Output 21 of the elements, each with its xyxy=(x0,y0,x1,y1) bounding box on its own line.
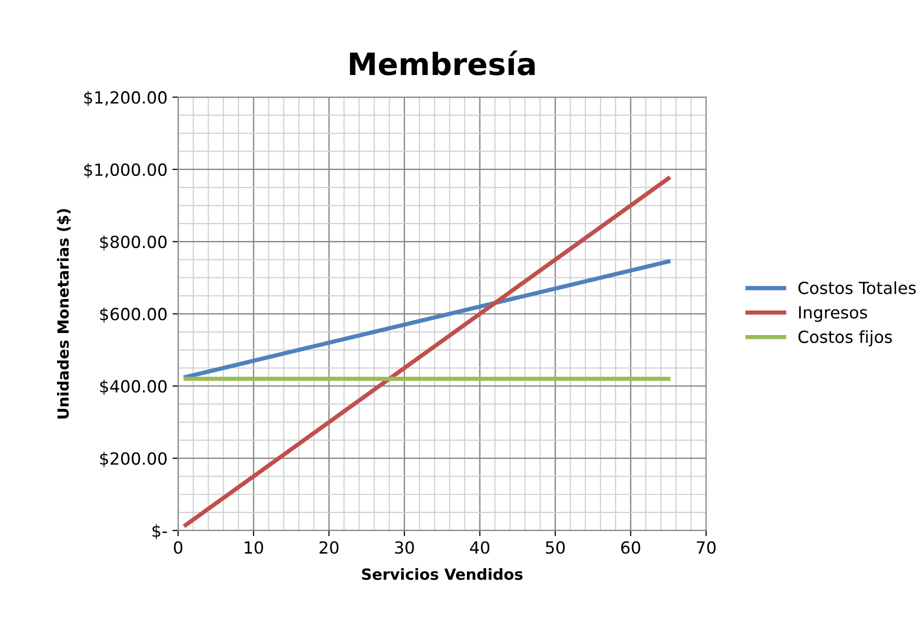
legend-label: Ingresos xyxy=(799,306,868,322)
y-tick-label: $200.00 xyxy=(100,452,167,468)
y-tick-label: $400.00 xyxy=(100,380,167,395)
x-tick-label: 70 xyxy=(696,541,716,554)
y-tick-label: $1,000.00 xyxy=(84,163,167,178)
x-tick-label: 60 xyxy=(621,541,640,554)
legend-label: Costos Totales xyxy=(798,281,916,294)
y-tick-label: $800.00 xyxy=(100,235,167,250)
x-tick-label: 20 xyxy=(320,541,338,554)
x-axis-title: Servicios Vendidos xyxy=(362,568,522,580)
y-tick-label: $- xyxy=(152,524,167,540)
x-tick-label: 30 xyxy=(395,541,414,554)
y-tick-label: $1,200.00 xyxy=(84,90,167,106)
x-tick-label: 50 xyxy=(546,541,565,554)
x-tick-label: 40 xyxy=(470,541,490,554)
y-tick-label: $600.00 xyxy=(100,308,167,323)
x-tick-label: 10 xyxy=(244,541,264,554)
y-axis-title: Unidades Monetarias ($) xyxy=(57,209,71,418)
legend-label: Costos fijos xyxy=(798,330,892,346)
chart-title: Membresía xyxy=(350,50,535,76)
x-tick-label: 0 xyxy=(174,541,182,554)
